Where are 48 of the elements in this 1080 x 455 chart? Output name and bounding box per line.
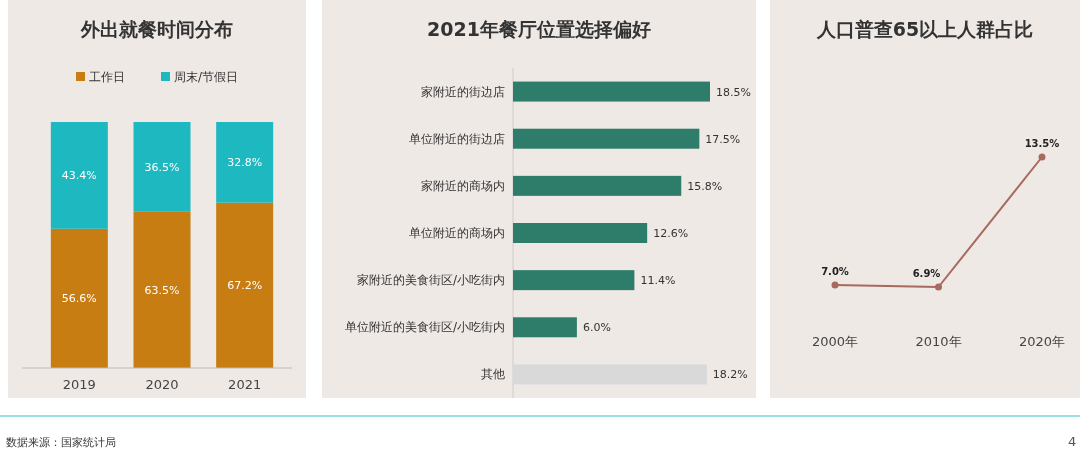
y-tick-label: 家附近的美食街区/小吃街内 (356, 273, 505, 288)
chart-title: 外出就餐时间分布 (80, 18, 233, 40)
data-label: 6.9% (912, 268, 941, 279)
y-tick-label: 单位附近的街边店 (409, 131, 505, 146)
x-tick-label: 2000年 (811, 334, 859, 349)
bar (513, 317, 577, 338)
bar (216, 122, 274, 203)
bar (133, 211, 191, 368)
x-tick-label: 2020 (145, 377, 179, 392)
data-label: 11.4% (640, 274, 676, 288)
bar (513, 175, 682, 196)
x-tick-label: 2010年 (915, 334, 962, 349)
bar (133, 122, 191, 212)
data-label: 63.5% (144, 283, 180, 297)
text: 4 (1068, 434, 1077, 449)
data-label: 18.5% (716, 85, 751, 99)
y-tick-label: 家附近的街边店 (421, 84, 505, 99)
data-label: 67.2% (227, 279, 263, 293)
data-label: 13.5% (1024, 138, 1060, 149)
bar (216, 202, 274, 368)
data-label: 6.0% (582, 321, 611, 335)
bar (513, 270, 635, 291)
legend-label: 周末/节假日 (174, 70, 239, 84)
data-label: 15.8% (687, 179, 723, 193)
data-label: 18.2% (712, 368, 748, 382)
data-label: 32.8% (227, 156, 263, 170)
bar (513, 128, 700, 149)
data-label: 43.4% (61, 169, 97, 183)
data-label: 17.5% (705, 132, 741, 146)
source-note: 数据来源：国家统计局 (6, 436, 116, 449)
x-tick-label: 2019 (62, 377, 96, 392)
bar (50, 122, 108, 229)
data-label: 36.5% (144, 160, 180, 174)
data-label: 12.6% (653, 227, 689, 240)
bar (513, 223, 648, 243)
data-label: 56.6% (61, 292, 97, 306)
y-tick-label: 单位附近的商场内 (409, 226, 505, 240)
y-tick-label: 其他 (481, 367, 505, 382)
data-label: 7.0% (821, 266, 849, 278)
bar (513, 81, 710, 102)
chart-title: 2021年餐厅位置选择偏好 (427, 18, 651, 40)
bar (50, 228, 108, 368)
y-tick-label: 单位附近的美食街区/小吃街内 (344, 320, 505, 335)
x-tick-label: 2021 (228, 377, 262, 392)
y-tick-label: 家附近的商场内 (421, 178, 505, 193)
legend-label: 工作日 (89, 70, 125, 84)
x-tick-label: 2020年 (1018, 334, 1066, 349)
chart-title: 人口普查65以上人群占比 (815, 18, 1034, 40)
